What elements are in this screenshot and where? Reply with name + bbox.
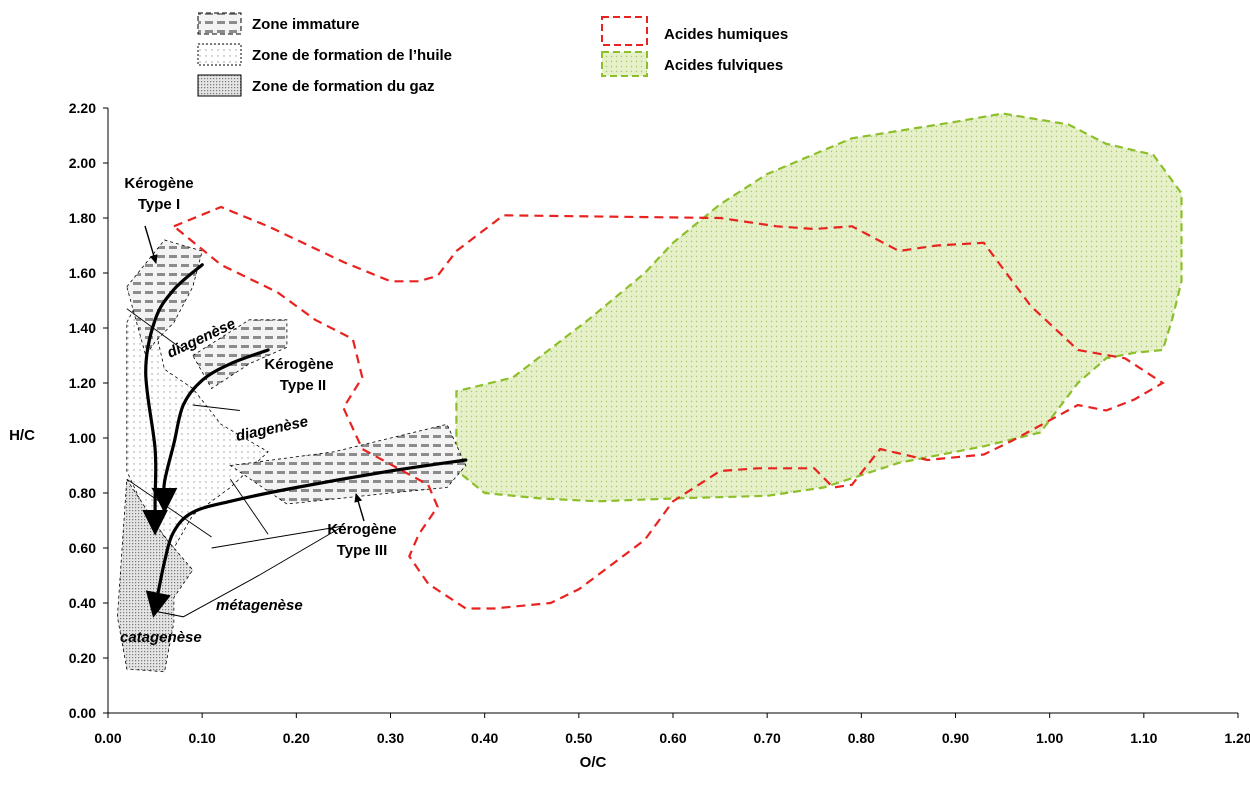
acides-fulviques-region <box>443 112 1183 503</box>
annotation-kerogene-type-ii-line2: Type II <box>280 377 326 394</box>
x-tick-label: 0.00 <box>94 730 121 746</box>
y-tick-label: 0.00 <box>69 705 96 721</box>
x-tick-label: 0.10 <box>189 730 216 746</box>
legend-swatch-huile <box>197 43 242 66</box>
legend-swatch-immature <box>197 12 242 35</box>
annotation-catagenese: catagenèse <box>120 629 202 646</box>
legend-swatch-fulviques <box>601 51 648 77</box>
zone-immature-type-iii <box>229 423 467 505</box>
x-tick-label: 0.70 <box>754 730 781 746</box>
y-axis-ticks: 0.00 0.20 0.40 0.60 0.80 1.00 1.20 1.40 1.60 1.80… <box>69 100 108 721</box>
x-axis-ticks: 0.00 0.10 0.20 0.30 0.40 0.50 0.60 0.70 0.80 0.90… <box>94 713 1250 746</box>
y-tick-label: 0.20 <box>69 650 96 666</box>
annotation-diagenese-2: diagenèse <box>234 413 309 445</box>
kerogene-type-ii-curve <box>151 348 270 514</box>
acides-humiques-region <box>171 205 1165 610</box>
x-tick-label: 1.10 <box>1130 730 1157 746</box>
x-tick-label: 0.80 <box>848 730 875 746</box>
legend-label-immature: Zone immature <box>252 16 360 33</box>
legend-swatch-humiques <box>601 16 648 46</box>
annotation-kerogene-type-ii-line1: Kérogène <box>264 356 333 373</box>
legend-label-gaz: Zone de formation du gaz <box>252 78 435 95</box>
annotation-metagenese: métagenèse <box>216 597 303 614</box>
annotation-kerogene-type-iii-line2: Type III <box>337 542 388 559</box>
y-tick-label: 1.00 <box>69 430 96 446</box>
y-axis-label: H/C <box>9 427 35 444</box>
metagenese-boundary <box>155 525 344 618</box>
legend-label-humiques: Acides humiques <box>664 26 788 43</box>
kerogene-type-iii-curve <box>145 458 468 618</box>
x-axis-label: O/C <box>580 754 607 771</box>
legend-swatch-gaz <box>197 74 242 97</box>
legend-right: Acides humiques Acides fulviques <box>601 16 788 77</box>
x-tick-label: 0.20 <box>283 730 310 746</box>
annotation-kerogene-type-i-line1: Kérogène <box>124 175 193 192</box>
x-tick-label: 0.50 <box>565 730 592 746</box>
zone-boundaries <box>126 308 344 618</box>
zone-gaz-region <box>116 478 194 673</box>
y-tick-label: 1.20 <box>69 375 96 391</box>
regions-layer <box>116 112 1183 673</box>
y-tick-label: 0.60 <box>69 540 96 556</box>
annotation-kerogene-type-iii-line1: Kérogène <box>327 521 396 538</box>
y-tick-label: 1.80 <box>69 210 96 226</box>
y-tick-label: 1.60 <box>69 265 96 281</box>
zone-boundary-line <box>126 478 212 538</box>
zone-boundary-line <box>126 308 184 351</box>
y-tick-label: 2.00 <box>69 155 96 171</box>
x-tick-label: 0.30 <box>377 730 404 746</box>
arrow-type-iii <box>354 493 365 522</box>
x-tick-label: 0.90 <box>942 730 969 746</box>
legend-left: Zone immature Zone de formation de l’hui… <box>197 12 452 97</box>
zone-boundary-line <box>230 478 269 535</box>
y-tick-label: 0.40 <box>69 595 96 611</box>
x-tick-label: 0.40 <box>471 730 498 746</box>
x-tick-label: 1.00 <box>1036 730 1063 746</box>
x-tick-label: 1.20 <box>1224 730 1250 746</box>
zone-boundary-line <box>192 404 240 411</box>
annotation-kerogene-type-i-line2: Type I <box>138 196 180 213</box>
y-tick-label: 1.40 <box>69 320 96 336</box>
legend-label-fulviques: Acides fulviques <box>664 57 783 74</box>
y-tick-label: 0.80 <box>69 485 96 501</box>
y-tick-label: 2.20 <box>69 100 96 116</box>
arrow-type-i <box>144 225 158 264</box>
legend-label-huile: Zone de formation de l’huile <box>252 47 452 64</box>
x-tick-label: 0.60 <box>659 730 686 746</box>
